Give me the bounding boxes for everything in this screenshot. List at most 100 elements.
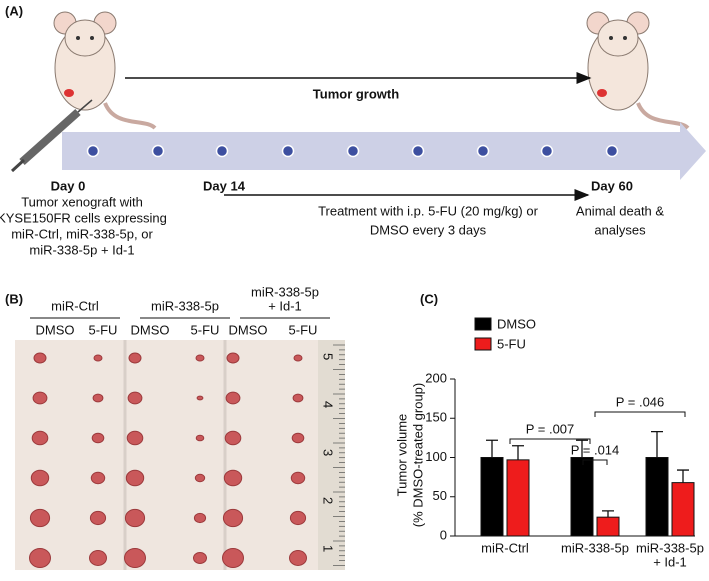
day-label: Day 14 [203, 178, 246, 193]
tumor [196, 395, 204, 401]
significance-bracket [594, 411, 686, 417]
timeline [62, 122, 706, 180]
p-value: P = .014 [571, 442, 620, 457]
tumor [128, 352, 142, 364]
description: Animal death & [576, 203, 664, 218]
timeline-dot [346, 144, 360, 158]
tumor [32, 391, 48, 405]
tumor [193, 512, 207, 524]
ruler [318, 340, 345, 570]
bar [506, 459, 530, 537]
tumor [30, 469, 50, 487]
error-bar [486, 439, 498, 458]
error-bar [512, 445, 524, 460]
legend-swatch [474, 317, 492, 331]
tumor [291, 432, 305, 444]
tumor [29, 548, 51, 568]
tumor [222, 508, 244, 528]
tumor [124, 508, 146, 528]
arrow-label: Tumor growth [313, 86, 399, 101]
legend-label: DMSO [497, 316, 536, 331]
tumor [92, 393, 104, 403]
group-label: miR-Ctrl [51, 298, 99, 313]
tumor [290, 471, 306, 485]
x-tick-label: miR-338-5p [636, 540, 704, 555]
description: analyses [594, 222, 646, 237]
timeline-dot [411, 144, 425, 158]
tumor [125, 469, 145, 487]
day-label: Day 60 [591, 178, 633, 193]
tumor [224, 430, 242, 446]
panel-label: (B) [5, 291, 23, 306]
bar [480, 457, 504, 537]
tumor [89, 550, 107, 566]
significance-bracket [582, 459, 608, 465]
ruler-label: 5 [321, 353, 336, 360]
legend-label: 5-FU [497, 336, 526, 351]
p-value: P = .007 [526, 421, 575, 436]
group-label: miR-338-5p [251, 284, 319, 299]
tumor [33, 352, 47, 364]
error-bar [576, 439, 588, 458]
ruler-label: 1 [321, 545, 336, 552]
column-label: 5-FU [289, 322, 318, 337]
description: DMSO every 3 days [370, 222, 487, 237]
y-tick-label: 100 [425, 449, 447, 464]
error-bar [602, 510, 614, 518]
x-tick-label: miR-338-5p [561, 540, 629, 555]
tumor [127, 391, 143, 405]
y-axis-label: Tumor volume [394, 414, 409, 497]
mouse [585, 10, 690, 130]
y-tick-label: 200 [425, 370, 447, 385]
tumor [195, 434, 205, 442]
day-label: Day 0 [51, 178, 86, 193]
tumor [226, 352, 240, 364]
timeline-dot [540, 144, 554, 158]
tumor [90, 471, 106, 485]
ruler-label: 4 [321, 401, 336, 408]
error-bar [677, 469, 689, 483]
photo [15, 340, 345, 570]
significance-bracket [509, 438, 591, 444]
tumor [124, 548, 146, 568]
error-bar [651, 430, 663, 458]
tumor [222, 548, 244, 568]
ruler-label: 3 [321, 449, 336, 456]
syringe [10, 99, 93, 173]
timeline-dot [476, 144, 490, 158]
tumor [289, 550, 307, 566]
panel-label: (A) [5, 3, 23, 18]
group-label: + Id-1 [268, 298, 302, 313]
x-tick-label: + Id-1 [653, 554, 687, 569]
column-label: 5-FU [191, 322, 220, 337]
tumor [89, 510, 107, 526]
timeline-dot [605, 144, 619, 158]
description: Tumor xenograft with [21, 194, 143, 209]
description: Treatment with i.p. 5-FU (20 mg/kg) or [318, 203, 539, 218]
tumor [29, 508, 51, 528]
mouse [52, 10, 157, 130]
description: KYSE150FR cells expressing [0, 210, 167, 225]
y-tick-label: 50 [433, 488, 447, 503]
tumor [293, 354, 303, 362]
legend-swatch [474, 337, 492, 351]
x-tick-label: miR-Ctrl [481, 540, 529, 555]
bar [570, 457, 594, 537]
tumor [223, 469, 243, 487]
description: miR-Ctrl, miR-338-5p, or [11, 226, 153, 241]
panel-label: (C) [420, 291, 438, 306]
tumor [93, 354, 103, 362]
p-value: P = .046 [616, 394, 665, 409]
description: miR-338-5p + Id-1 [29, 242, 134, 257]
column-label: DMSO [229, 322, 268, 337]
tumor [194, 473, 206, 483]
tumor [126, 430, 144, 446]
column-label: DMSO [36, 322, 75, 337]
tumor [225, 391, 241, 405]
bar [596, 516, 620, 537]
y-axis-label: (% DMSO-treated group) [410, 383, 425, 528]
ruler-label: 2 [321, 497, 336, 504]
timeline-dot [151, 144, 165, 158]
tumor [289, 510, 307, 526]
